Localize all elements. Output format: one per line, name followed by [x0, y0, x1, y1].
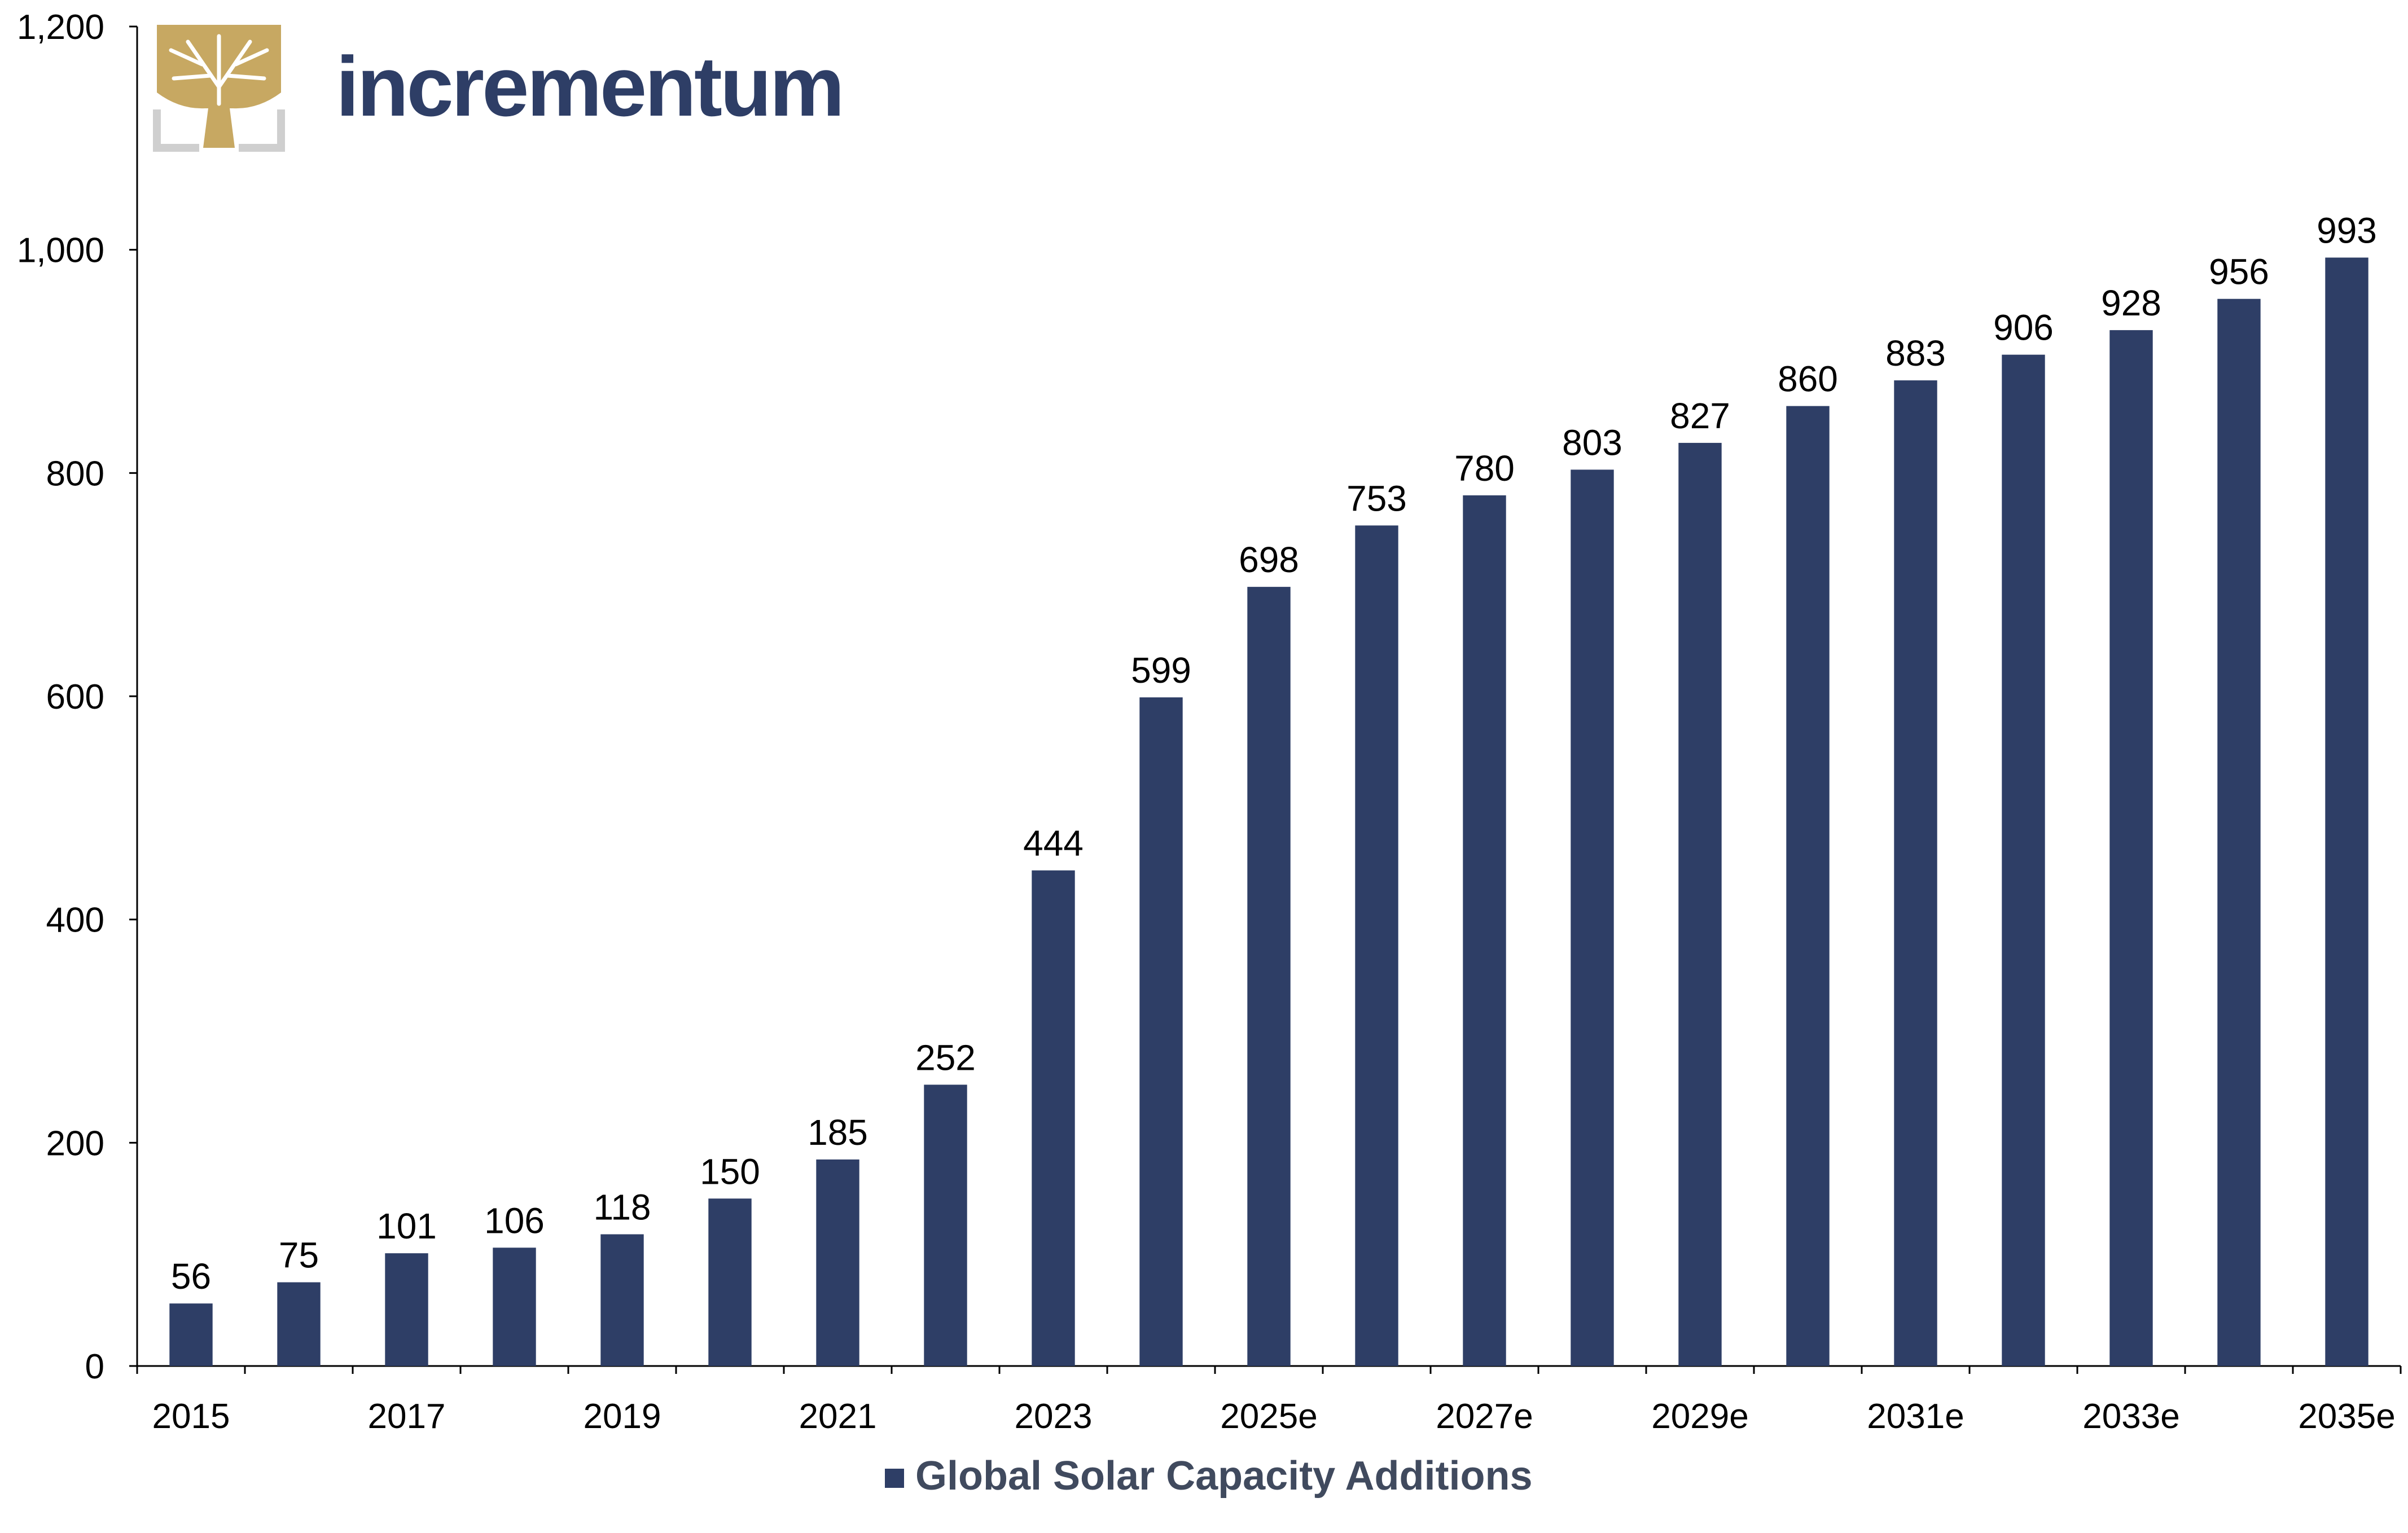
bar — [2325, 257, 2368, 1366]
bar — [385, 1253, 428, 1366]
bar — [1678, 442, 1722, 1366]
data-label: 906 — [1993, 308, 2054, 348]
data-label: 860 — [1778, 359, 1838, 399]
x-axis-ticks — [136, 1366, 2402, 1374]
y-tick-label: 1,000 — [17, 231, 104, 270]
bar — [169, 1303, 213, 1366]
tree-icon — [153, 25, 285, 152]
data-label: 599 — [1131, 650, 1191, 691]
bar — [2109, 330, 2153, 1366]
x-tick-label: 2035e — [2298, 1397, 2395, 1436]
data-label: 780 — [1454, 448, 1515, 489]
y-tick-label: 800 — [46, 454, 104, 493]
bar — [493, 1248, 536, 1366]
data-label: 993 — [2317, 210, 2377, 251]
bar-series — [169, 257, 2368, 1367]
y-tick-label: 1,200 — [17, 8, 104, 47]
data-label: 150 — [700, 1151, 760, 1192]
x-tick-label: 2027e — [1436, 1397, 1533, 1436]
data-label: 956 — [2209, 252, 2269, 292]
bar — [816, 1159, 859, 1366]
bar — [277, 1282, 321, 1366]
bar — [1571, 469, 1614, 1366]
data-label: 75 — [279, 1235, 319, 1276]
x-tick-label: 2019 — [584, 1397, 661, 1436]
x-tick-label: 2017 — [368, 1397, 446, 1436]
legend-label: Global Solar Capacity Additions — [915, 1453, 1533, 1499]
y-tick-label: 400 — [46, 901, 104, 940]
data-label: 803 — [1562, 422, 1622, 463]
x-tick-label: 2023 — [1015, 1397, 1093, 1436]
logo-frame — [153, 109, 199, 152]
data-label: 106 — [484, 1200, 545, 1241]
bar — [924, 1084, 967, 1366]
data-label: 883 — [1885, 333, 1946, 374]
x-tick-label: 2021 — [799, 1397, 877, 1436]
y-tick-label: 0 — [85, 1347, 104, 1386]
x-tick-label: 2029e — [1651, 1397, 1748, 1436]
legend-swatch — [885, 1469, 904, 1488]
x-tick-label: 2015 — [152, 1397, 230, 1436]
logo-branch — [169, 48, 204, 67]
bar — [600, 1234, 644, 1366]
data-label: 827 — [1670, 396, 1730, 436]
legend: Global Solar Capacity Additions — [885, 1453, 1533, 1499]
bar — [1032, 870, 1075, 1366]
data-label: 753 — [1346, 478, 1407, 519]
data-label: 56 — [171, 1256, 211, 1297]
data-label: 928 — [2101, 283, 2161, 323]
data-labels: 56 75 101 106 118 150 185 252 444 599 698 753 780 803… — [171, 210, 2377, 1297]
data-label: 118 — [593, 1187, 651, 1228]
bar — [1463, 495, 1506, 1366]
logo-frame — [239, 109, 285, 152]
bar — [2217, 298, 2261, 1366]
data-label: 698 — [1239, 539, 1299, 580]
incrementum-logo: incrementum — [153, 25, 845, 152]
bar — [1139, 697, 1183, 1366]
y-tick-label: 600 — [46, 678, 104, 717]
data-label: 101 — [376, 1206, 437, 1246]
bar — [2002, 354, 2045, 1366]
logo-trunk — [203, 104, 235, 148]
bar — [1355, 525, 1398, 1367]
bar — [1247, 587, 1291, 1366]
logo-branch — [172, 73, 213, 81]
data-label: 444 — [1023, 823, 1084, 864]
y-tick-label: 200 — [46, 1124, 104, 1163]
x-tick-labels: 2015 2017 2019 2021 2023 2025e 2027e 2029e 2031e… — [152, 1397, 2396, 1436]
data-label: 252 — [915, 1037, 976, 1078]
logo-branch — [225, 73, 266, 81]
bar — [708, 1198, 752, 1366]
bar — [1786, 406, 1830, 1367]
logo-branch — [234, 48, 269, 67]
x-tick-label: 2033e — [2082, 1397, 2179, 1436]
bar — [1894, 380, 1937, 1367]
data-label: 185 — [808, 1112, 868, 1153]
y-axis-ticks: 0 200 400 600 800 1,000 1,200 — [17, 8, 137, 1386]
x-tick-label: 2031e — [1867, 1397, 1964, 1436]
brand-wordmark: incrementum — [336, 39, 843, 134]
x-tick-label: 2025e — [1220, 1397, 1317, 1436]
